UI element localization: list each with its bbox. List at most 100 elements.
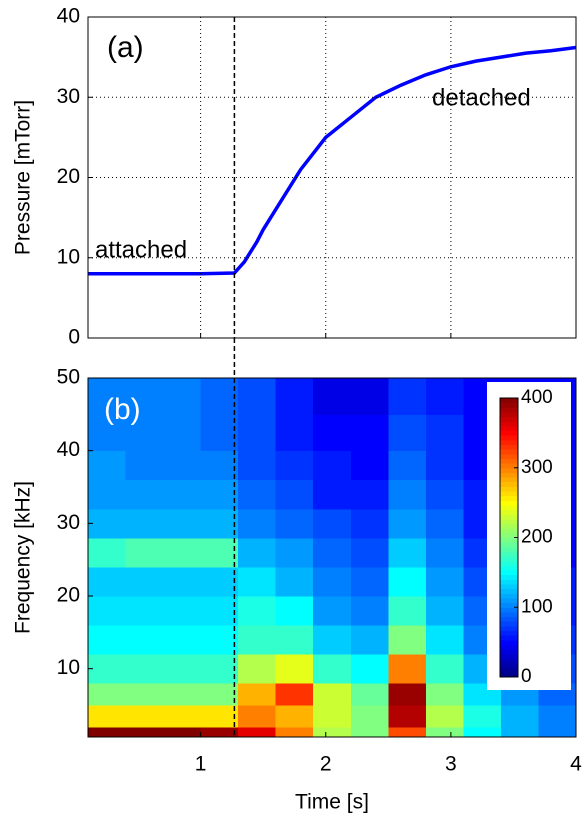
heatmap-cell [200, 654, 239, 684]
colorbar-swatch [500, 481, 518, 487]
colorbar-swatch [500, 584, 518, 590]
heatmap-cell [275, 378, 314, 415]
colorbar-swatch [500, 472, 518, 478]
colorbar-swatch [500, 523, 518, 529]
heatmap-cell [313, 414, 352, 452]
heatmap-cell [388, 596, 427, 626]
heatmap-cell [238, 450, 277, 481]
heatmap-cell [275, 726, 314, 738]
colorbar-swatch [500, 458, 518, 464]
colorbar-swatch [500, 621, 518, 627]
colorbar-tick-label: 300 [521, 457, 553, 478]
colorbar-swatch [500, 639, 518, 645]
heatmap-cell [200, 683, 239, 706]
colorbar-swatch [500, 630, 518, 636]
panel-label: (a) [107, 31, 144, 64]
heatmap-cell [163, 683, 202, 706]
heatmap-cell [88, 683, 127, 706]
heatmap-cell [88, 566, 127, 597]
colorbar-swatch [500, 635, 518, 641]
heatmap-cell [425, 683, 464, 706]
heatmap-cell [88, 450, 127, 481]
heatmap-cell [425, 414, 464, 452]
colorbar-swatch [500, 653, 518, 659]
pressure-line [88, 45, 576, 276]
heatmap-cell [388, 683, 427, 706]
heatmap-cell [388, 726, 427, 738]
colorbar-swatch [500, 398, 518, 404]
colorbar-tick-label: 0 [521, 666, 532, 687]
heatmap-cell [313, 537, 352, 568]
y-tick-label: 20 [57, 165, 80, 188]
axes-frame [87, 16, 577, 339]
heatmap-cell [425, 705, 464, 728]
heatmap-cell [125, 479, 164, 510]
heatmap-cell [200, 705, 239, 728]
colorbar-swatch [500, 430, 518, 436]
colorbar-swatch [500, 556, 518, 562]
colorbar-swatch [500, 625, 518, 631]
colorbar-swatch [500, 495, 518, 501]
y-tick-label: 40 [57, 438, 80, 461]
colorbar-swatch [500, 491, 518, 497]
heatmap-cell [200, 378, 239, 415]
colorbar-swatch [500, 504, 518, 511]
heatmap-cell [125, 625, 164, 655]
colorbar-swatch [500, 444, 518, 450]
colorbar-swatch [500, 439, 518, 445]
x-axis-label: Time [s] [295, 791, 369, 814]
heatmap-cell [238, 378, 277, 415]
heatmap-cell [425, 378, 464, 415]
heatmap-cell [425, 537, 464, 568]
colorbar-swatch [500, 449, 518, 455]
heatmap-cell [163, 537, 202, 568]
heatmap-cell [238, 654, 277, 684]
heatmap-cell [463, 705, 502, 728]
colorbar-swatch [500, 542, 518, 548]
heatmap-cell [425, 566, 464, 597]
x-tick-label: 4 [570, 753, 582, 776]
heatmap-cell [125, 378, 164, 415]
colorbar-swatch [500, 435, 518, 441]
colorbar-swatch [500, 500, 518, 506]
colorbar-swatch [500, 546, 518, 552]
heatmap-cell [238, 726, 277, 738]
heatmap-cell [313, 625, 352, 655]
heatmap-cell [163, 625, 202, 655]
colorbar-swatch [500, 411, 518, 418]
heatmap-cell [125, 508, 164, 539]
heatmap-cell [88, 705, 127, 728]
heatmap-cell [500, 726, 539, 738]
heatmap-cell [313, 378, 352, 415]
y-tick-label: 30 [57, 511, 80, 534]
x-tick-label: 3 [445, 753, 457, 776]
heatmap-cell [350, 625, 389, 655]
heatmap-cell [350, 683, 389, 706]
heatmap-cell [463, 726, 502, 738]
panel-label: (b) [104, 393, 141, 426]
heatmap-cell [350, 537, 389, 568]
y-axis-label: Frequency [kHz] [12, 481, 35, 634]
colorbar-swatch [500, 453, 518, 459]
heatmap-cell [275, 705, 314, 728]
heatmap-cell [350, 414, 389, 452]
annotation: detached [432, 84, 531, 111]
colorbar-swatch [500, 518, 518, 525]
heatmap-cell [125, 450, 164, 481]
y-tick-label: 10 [57, 245, 80, 268]
heatmap-cell [200, 537, 239, 568]
colorbar-swatch [500, 407, 518, 413]
heatmap-cell [275, 414, 314, 452]
heatmap-cell [313, 683, 352, 706]
heatmap-cell [238, 479, 277, 510]
colorbar-swatch [500, 574, 518, 580]
heatmap-cell [88, 726, 127, 738]
y-tick-label: 50 [57, 366, 80, 389]
y-tick-label: 40 [57, 5, 80, 28]
heatmap-cell [125, 726, 164, 738]
heatmap-cell [200, 625, 239, 655]
heatmap-cell [125, 705, 164, 728]
heatmap-cell [125, 596, 164, 626]
heatmap-cell [163, 450, 202, 481]
